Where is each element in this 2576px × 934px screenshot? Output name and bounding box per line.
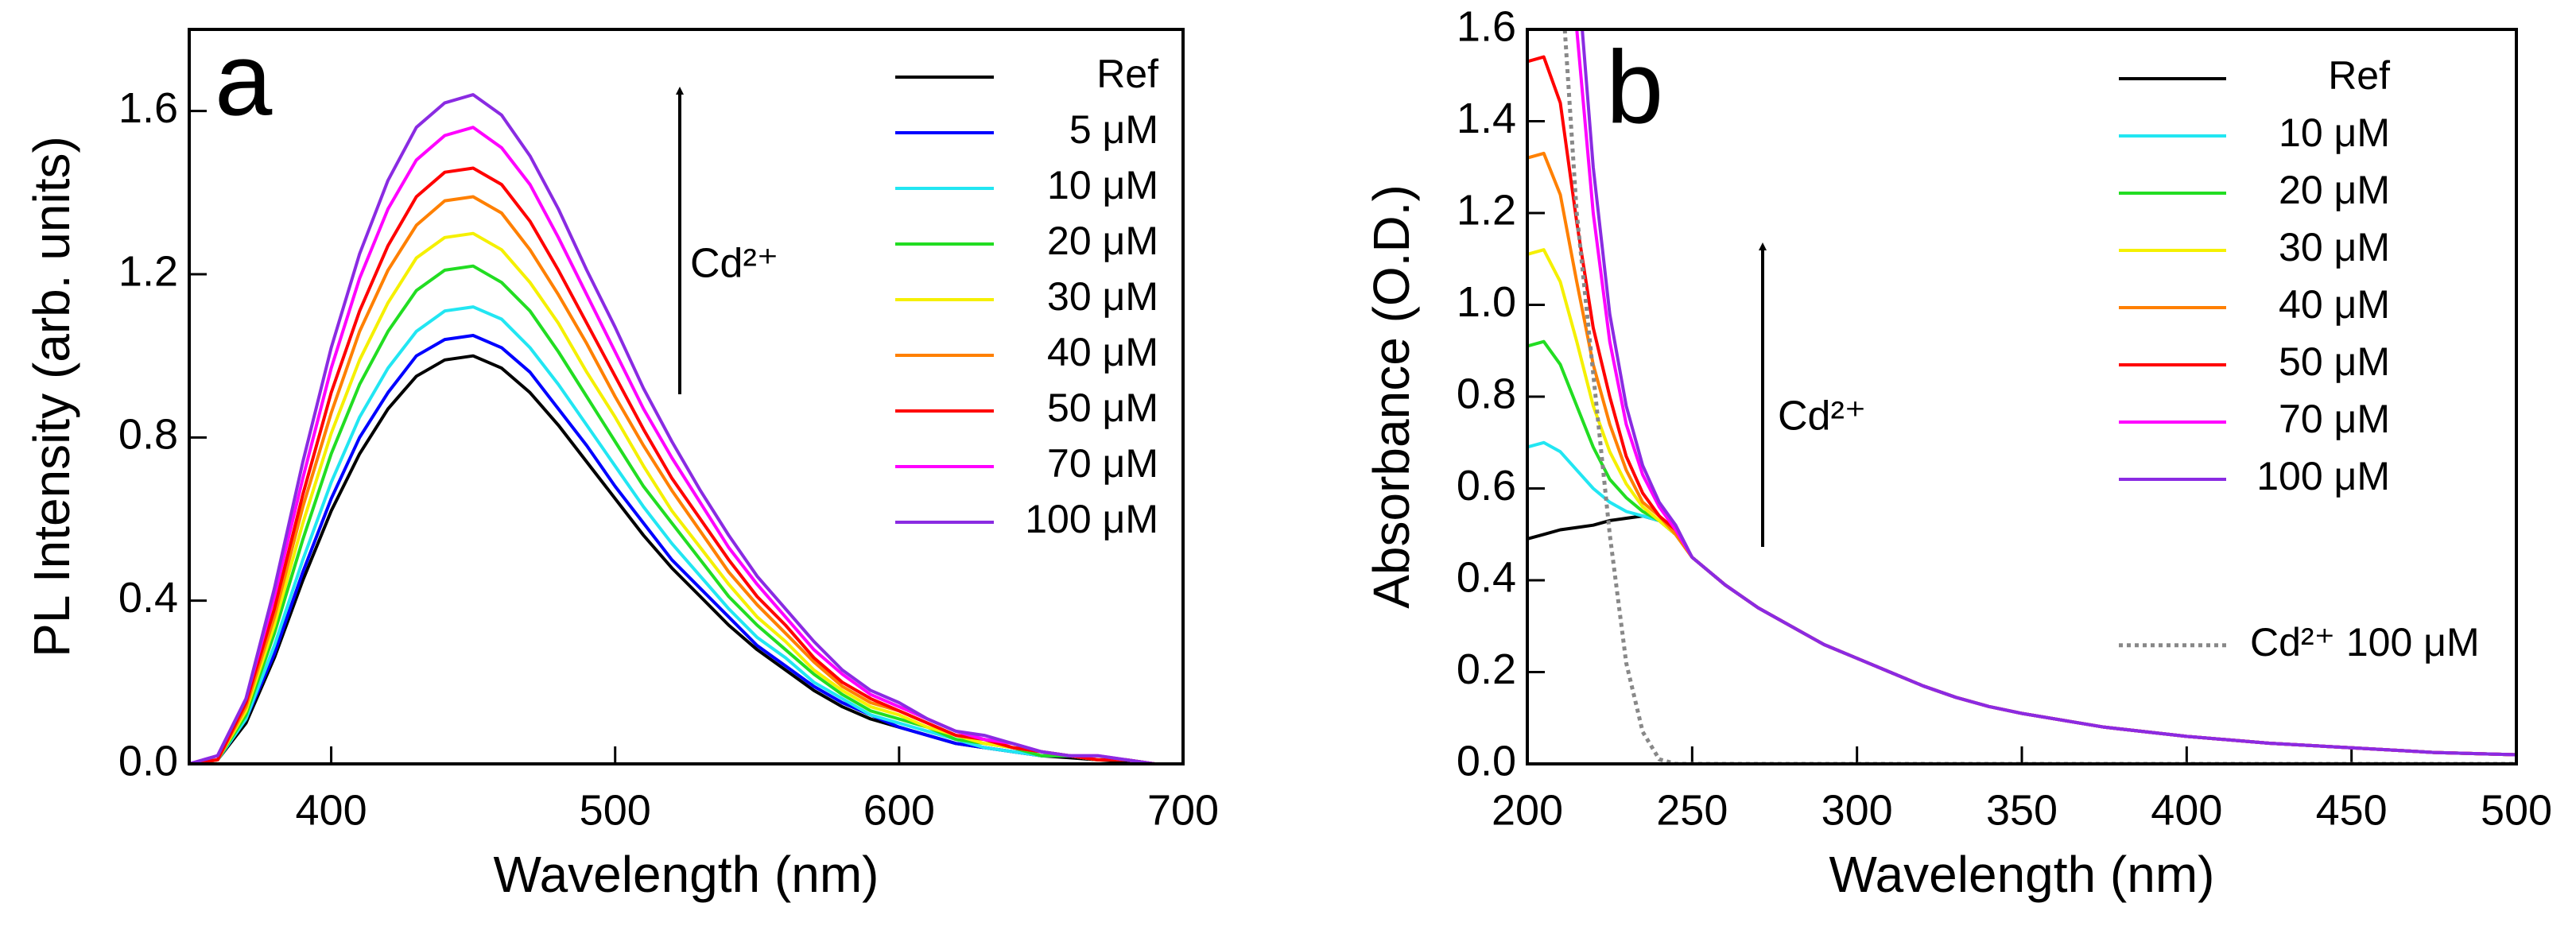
legend-label: 100 μM <box>1025 497 1158 541</box>
x-tick-label: 450 <box>2316 786 2388 834</box>
y-axis-title: PL Intensity (arb. units) <box>23 136 80 657</box>
x-tick-label: 250 <box>1656 786 1728 834</box>
legend-label: 20 μM <box>2279 168 2390 212</box>
y-tick-label: 0.0 <box>118 737 178 785</box>
y-tick-label: 1.0 <box>1457 278 1516 326</box>
legend-label: 10 μM <box>2279 110 2390 155</box>
series-line <box>189 126 1183 764</box>
y-tick-label: 1.6 <box>1457 2 1516 50</box>
legend-label: 100 μM <box>2256 454 2390 498</box>
x-axis-title: Wavelength (nm) <box>1829 846 2215 903</box>
x-tick-label: 600 <box>863 786 935 834</box>
x-tick-label: 700 <box>1147 786 1219 834</box>
series-line <box>189 305 1183 764</box>
series-line <box>1562 29 2516 764</box>
y-tick-label: 1.6 <box>118 84 178 132</box>
series-line <box>189 166 1183 764</box>
legend-label: 50 μM <box>1047 386 1158 430</box>
x-tick-label: 500 <box>2481 786 2552 834</box>
series-line <box>189 93 1183 764</box>
y-tick-label: 0.6 <box>1457 462 1516 510</box>
panel-label: a <box>215 21 273 137</box>
legend-label: 20 μM <box>1047 219 1158 263</box>
series-line <box>189 334 1183 764</box>
legend-label: 40 μM <box>2279 282 2390 327</box>
y-tick-label: 0.2 <box>1457 645 1516 693</box>
x-tick-label: 400 <box>296 786 367 834</box>
x-axis-title: Wavelength (nm) <box>494 846 879 903</box>
plot-frame <box>1526 28 2518 765</box>
legend-label: Ref <box>1096 52 1158 96</box>
x-tick-label: 300 <box>1821 786 1893 834</box>
y-axis-title: Absorbance (O.D.) <box>1363 184 1420 609</box>
x-tick-label: 400 <box>2151 786 2222 834</box>
y-tick-label: 0.4 <box>118 574 178 622</box>
y-tick-label: 1.2 <box>1457 186 1516 234</box>
x-tick-label: 350 <box>1986 786 2058 834</box>
series-line <box>1581 29 2516 757</box>
annotation: Cd²⁺ <box>690 241 778 287</box>
legend-label: 40 μM <box>1047 330 1158 374</box>
legend-label: 50 μM <box>2279 339 2390 384</box>
legend-label: 70 μM <box>2279 397 2390 441</box>
y-tick-label: 1.2 <box>118 247 178 295</box>
y-tick-label: 0.0 <box>1457 737 1516 785</box>
legend-label: Ref <box>2328 53 2390 98</box>
legend-label: Cd²⁺ 100 μM <box>2250 620 2480 665</box>
x-tick-label: 200 <box>1492 786 1563 834</box>
x-tick-label: 500 <box>580 786 651 834</box>
legend-label: 30 μM <box>1047 274 1158 319</box>
y-tick-label: 0.4 <box>1457 553 1516 601</box>
y-tick-label: 1.4 <box>1457 95 1516 142</box>
legend-label: 70 μM <box>1047 441 1158 486</box>
y-tick-label: 0.8 <box>118 411 178 459</box>
legend-label: 5 μM <box>1069 107 1158 152</box>
legend-label: 10 μM <box>1047 163 1158 207</box>
legend-label: 30 μM <box>2279 225 2390 269</box>
plot-frame <box>188 28 1185 765</box>
panel-label: b <box>1606 29 1663 145</box>
y-tick-label: 0.8 <box>1457 370 1516 417</box>
annotation: Cd²⁺ <box>1778 393 1866 440</box>
